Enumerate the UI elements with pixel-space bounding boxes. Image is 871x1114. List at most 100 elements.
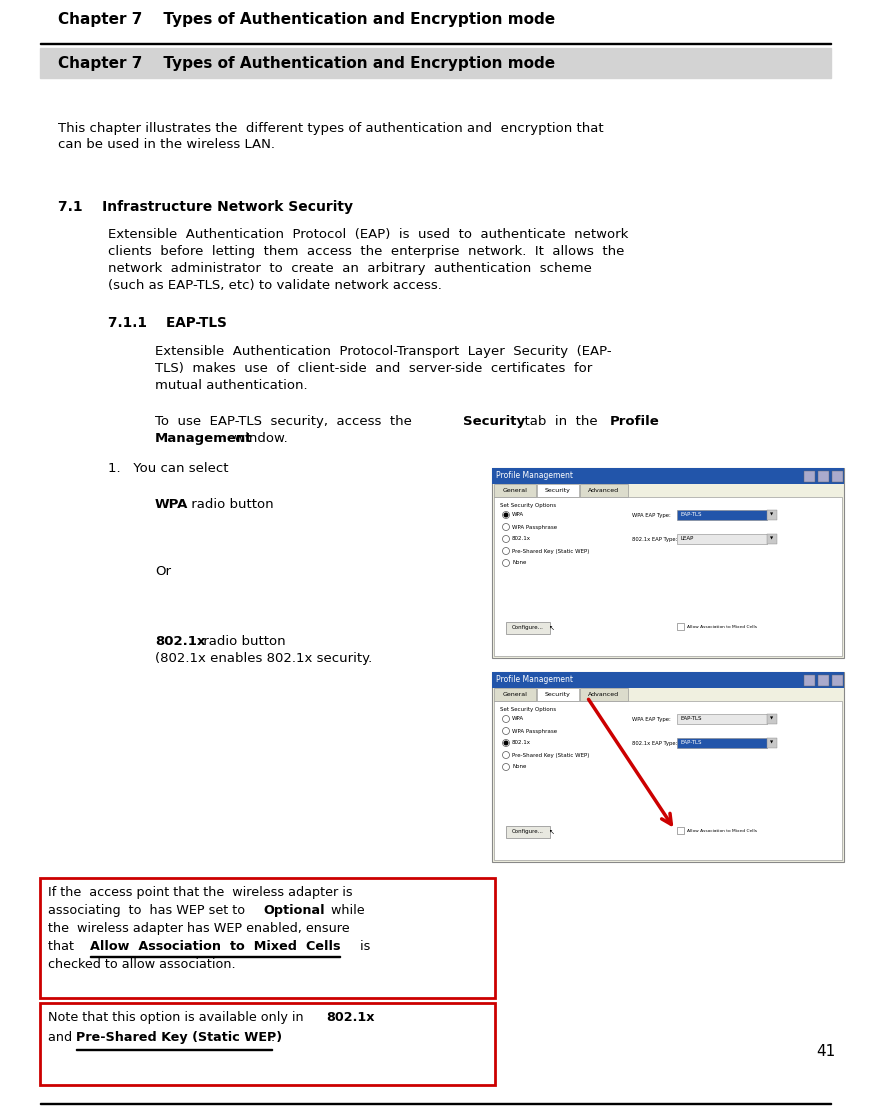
Circle shape [503, 727, 510, 734]
Bar [677, 737, 767, 747]
Circle shape [503, 524, 510, 530]
Bar [580, 483, 628, 497]
Text: clients  before  letting  them  access  the  enterprise  network.  It  allows  t: clients before letting them access the e… [108, 245, 625, 258]
Text: radio button: radio button [199, 635, 286, 648]
Text: Allow Association to Mixed Cells: Allow Association to Mixed Cells [687, 829, 757, 833]
Circle shape [503, 536, 510, 543]
Bar [580, 688, 628, 701]
Text: and: and [48, 1030, 76, 1044]
Text: Pre-Shared Key (Static WEP): Pre-Shared Key (Static WEP) [512, 548, 590, 554]
Text: TLS)  makes  use  of  client-side  and  server-side  certificates  for: TLS) makes use of client-side and server… [155, 362, 592, 375]
Bar [40, 878, 495, 998]
Text: Set Security Options: Set Security Options [500, 504, 556, 508]
Text: WPA Passphrase: WPA Passphrase [512, 729, 557, 733]
Text: WPA: WPA [512, 716, 524, 722]
Text: is: is [348, 940, 370, 952]
Text: Chapter 7    Types of Authentication and Encryption mode: Chapter 7 Types of Authentication and En… [58, 56, 555, 71]
Text: Extensible  Authentication  Protocol-Transport  Layer  Security  (EAP-: Extensible Authentication Protocol-Trans… [155, 345, 611, 358]
Text: LEAP: LEAP [680, 537, 693, 541]
Text: WPA EAP Type:: WPA EAP Type: [632, 512, 671, 518]
Bar [492, 468, 844, 658]
Bar [677, 623, 684, 631]
Bar [818, 471, 829, 482]
Text: 1.   You can select: 1. You can select [108, 462, 228, 475]
Text: 7.1    Infrastructure Network Security: 7.1 Infrastructure Network Security [58, 201, 353, 214]
Bar [832, 675, 843, 686]
Bar [767, 737, 777, 747]
Text: Note that this option is available only in: Note that this option is available only … [48, 1012, 307, 1024]
Text: ↖: ↖ [549, 625, 555, 631]
Bar [494, 701, 842, 860]
Text: 802.1x EAP Type:: 802.1x EAP Type: [632, 537, 678, 541]
Text: Security: Security [545, 692, 571, 697]
Text: 802.1x: 802.1x [155, 635, 206, 648]
Bar [677, 827, 684, 834]
Text: mutual authentication.: mutual authentication. [155, 379, 307, 392]
Text: If the  access point that the  wireless adapter is: If the access point that the wireless ad… [48, 886, 353, 899]
Text: ▼: ▼ [771, 717, 773, 721]
Text: .: . [271, 1030, 275, 1044]
Bar [40, 1103, 831, 1104]
Text: None: None [512, 560, 526, 566]
Text: EAP-TLS: EAP-TLS [680, 716, 701, 722]
Text: ▼: ▼ [771, 741, 773, 745]
Circle shape [503, 547, 510, 555]
Text: Profile Management: Profile Management [496, 675, 573, 684]
Text: associating  to  has WEP set to: associating to has WEP set to [48, 903, 253, 917]
Text: Set Security Options: Set Security Options [500, 707, 556, 712]
Circle shape [503, 763, 510, 771]
Text: WPA Passphrase: WPA Passphrase [512, 525, 557, 529]
Bar [40, 1003, 495, 1085]
Bar [677, 714, 767, 724]
Circle shape [503, 752, 510, 759]
Circle shape [504, 741, 508, 745]
Bar [537, 483, 579, 497]
Circle shape [503, 715, 510, 723]
Text: To  use  EAP-TLS  security,  access  the: To use EAP-TLS security, access the [155, 416, 421, 428]
Text: 7.1.1    EAP-TLS: 7.1.1 EAP-TLS [108, 316, 226, 330]
Bar [494, 497, 842, 656]
Text: while: while [323, 903, 365, 917]
Bar [804, 471, 815, 482]
Bar [537, 688, 579, 701]
Text: ▼: ▼ [771, 514, 773, 517]
Text: Advanced: Advanced [589, 488, 619, 494]
Bar [818, 675, 829, 686]
Text: can be used in the wireless LAN.: can be used in the wireless LAN. [58, 138, 275, 152]
Text: network  administrator  to  create  an  arbitrary  authentication  scheme: network administrator to create an arbit… [108, 262, 592, 275]
Bar [90, 956, 340, 957]
Bar [494, 483, 536, 497]
Text: the  wireless adapter has WEP enabled, ensure: the wireless adapter has WEP enabled, en… [48, 922, 349, 935]
Circle shape [504, 514, 508, 517]
Bar [832, 471, 843, 482]
Text: Management: Management [155, 432, 253, 444]
Bar [492, 468, 844, 483]
Bar [492, 672, 844, 688]
Text: Pre-Shared Key (Static WEP): Pre-Shared Key (Static WEP) [76, 1030, 282, 1044]
Bar [677, 510, 767, 520]
Text: Allow  Association  to  Mixed  Cells: Allow Association to Mixed Cells [90, 940, 341, 952]
Text: that: that [48, 940, 86, 952]
Text: Configure...: Configure... [512, 830, 544, 834]
Text: checked to allow association.: checked to allow association. [48, 958, 236, 971]
Text: 802.1x: 802.1x [512, 741, 531, 745]
Bar [767, 510, 777, 520]
Text: This chapter illustrates the  different types of authentication and  encryption : This chapter illustrates the different t… [58, 123, 604, 135]
Text: 802.1x: 802.1x [326, 1012, 375, 1024]
Text: tab  in  the: tab in the [516, 416, 606, 428]
Text: None: None [512, 764, 526, 770]
Text: General: General [503, 692, 528, 697]
Text: WPA: WPA [155, 498, 188, 511]
Text: Or: Or [155, 565, 171, 578]
Bar [492, 672, 844, 862]
Text: WPA EAP Type:: WPA EAP Type: [632, 716, 671, 722]
Text: 802.1x EAP Type:: 802.1x EAP Type: [632, 741, 678, 745]
Text: EAP-TLS: EAP-TLS [680, 512, 701, 518]
Text: 41: 41 [816, 1044, 835, 1058]
Text: Profile: Profile [610, 416, 659, 428]
Text: 802.1x: 802.1x [512, 537, 531, 541]
Bar [767, 534, 777, 544]
Bar [506, 622, 550, 634]
Text: (802.1x enables 802.1x security.: (802.1x enables 802.1x security. [155, 652, 372, 665]
Bar [76, 1048, 272, 1051]
